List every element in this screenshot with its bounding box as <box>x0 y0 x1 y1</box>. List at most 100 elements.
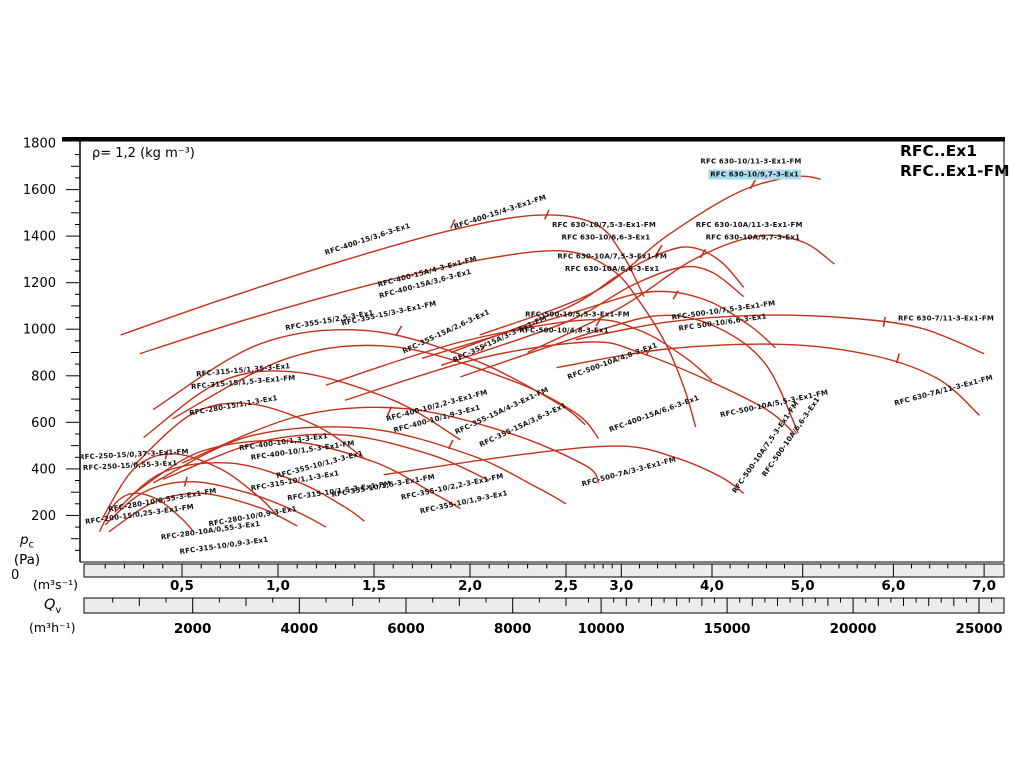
fan-curve-rfc-500-10-4-8-5-5 <box>325 318 713 386</box>
curve-label: RFC-250-15/0,55-3-Ex1 <box>83 459 178 472</box>
svg-text:4000: 4000 <box>281 621 319 637</box>
svg-text:RFC-500-10A/4,8-3-Ex1: RFC-500-10A/4,8-3-Ex1 <box>566 341 658 381</box>
svg-text:7,0: 7,0 <box>972 578 996 594</box>
curve-label: RFC 630-10A/11-3-Ex1-FM <box>696 221 803 229</box>
svg-text:1,0: 1,0 <box>266 578 290 594</box>
fan-curve-rfc-400-10-1-9-2-2 <box>181 406 600 484</box>
fan-curve-rfc-630-10-6-6-7-5 <box>450 246 745 354</box>
curve-range-tick <box>164 449 169 460</box>
fan-curve-rfc-355-10-1-9-2-2 <box>152 426 567 505</box>
fan-curve-rfc-400-15 <box>120 214 645 336</box>
svg-text:RFC 630-10/9,7-3-Ex1: RFC 630-10/9,7-3-Ex1 <box>710 171 799 179</box>
svg-text:600: 600 <box>31 416 56 431</box>
curve-range-tick <box>672 290 679 300</box>
curve-label: RFC 630-7A/11-3-Ex1-FM <box>893 374 993 408</box>
curve-range-tick <box>480 341 487 352</box>
svg-text:3,0: 3,0 <box>609 578 633 594</box>
fan-curve-rfc-400-10-1-3-1-5 <box>162 433 490 482</box>
fan-curve-rfc-630-7a <box>556 343 980 416</box>
svg-text:RFC 630-10/11-3-Ex1-FM: RFC 630-10/11-3-Ex1-FM <box>700 158 801 166</box>
svg-text:RFC 630-10A/6,6-3-Ex1: RFC 630-10A/6,6-3-Ex1 <box>565 265 659 273</box>
svg-text:RFC 630-10A/9,7-3-Ex1: RFC 630-10A/9,7-3-Ex1 <box>706 233 800 241</box>
curve-label: RFC-400-15/4-3-Ex1-FM <box>453 193 548 231</box>
svg-text:RFC-500-7A/3-3-Ex1-FM: RFC-500-7A/3-3-Ex1-FM <box>581 455 677 488</box>
curve-label: RFC-315-10/0,9-3-Ex1 <box>179 536 269 556</box>
curve-label: RFC 630-10/11-3-Ex1-FM <box>700 158 801 166</box>
curve-label: RFC-500-7A/3-3-Ex1-FM <box>581 455 677 488</box>
curve-range-tick <box>595 317 602 327</box>
fan-curve-rfc-280-10a <box>108 492 298 533</box>
curve-range-tick <box>449 219 456 229</box>
curve-range-tick <box>699 248 707 259</box>
flow-axis-symbol: Qv <box>44 597 62 616</box>
svg-text:RFC-400-15A/6,6-3-Ex1: RFC-400-15A/6,6-3-Ex1 <box>608 394 700 434</box>
svg-text:4,0: 4,0 <box>700 578 724 594</box>
curve-range-tick <box>543 209 550 220</box>
fan-curve-rfc-280-10 <box>104 480 327 528</box>
curve-range-tick <box>895 353 900 364</box>
svg-text:RFC 630-10/6,6-3-Ex1: RFC 630-10/6,6-3-Ex1 <box>561 233 650 241</box>
svg-text:5,0: 5,0 <box>791 578 815 594</box>
svg-text:RFC 630-10A/7,5-3-Ex1-FM: RFC 630-10A/7,5-3-Ex1-FM <box>557 253 667 261</box>
svg-text:2,0: 2,0 <box>458 578 482 594</box>
y-axis-unit: (Pa) <box>13 551 41 568</box>
svg-text:1200: 1200 <box>23 276 56 291</box>
curve-label: RFC 630-10/9,7-3-Ex1 <box>708 169 802 180</box>
svg-text:RFC 630-10/7,5-3-Ex1-FM: RFC 630-10/7,5-3-Ex1-FM <box>552 221 656 229</box>
svg-text:RFC 630-7A/11-3-Ex1-FM: RFC 630-7A/11-3-Ex1-FM <box>893 374 993 408</box>
curve-label: RFC-400-15A/6,6-3-Ex1 <box>608 394 700 434</box>
svg-text:8000: 8000 <box>494 621 532 637</box>
fan-curve-rfc-630-7 <box>575 314 985 355</box>
svg-text:1600: 1600 <box>23 183 56 198</box>
curve-label: RFC 630-10A/9,7-3-Ex1 <box>706 233 800 241</box>
svg-text:400: 400 <box>31 462 56 477</box>
fan-curve-rfc-200-15 <box>98 492 195 533</box>
svg-text:1,5: 1,5 <box>362 578 386 594</box>
svg-text:RFC 630-10A/11-3-Ex1-FM: RFC 630-10A/11-3-Ex1-FM <box>696 221 803 229</box>
curve-label: RFC-355-15A/3,6-3-Ex1 <box>478 401 568 448</box>
curve-range-tick <box>183 476 188 487</box>
svg-text:10000: 10000 <box>578 621 625 637</box>
curve-label: RFC-500-10/5,5-3-Ex1-FM <box>525 310 630 318</box>
curve-label: RFC 630-10A/6,6-3-Ex1 <box>565 265 659 273</box>
curve-label: RFC-500-10A/4,8-3-Ex1 <box>566 341 658 381</box>
svg-text:200: 200 <box>31 509 56 524</box>
curve-range-tick <box>749 179 756 190</box>
svg-text:2000: 2000 <box>174 621 212 637</box>
y-axis-symbol: pc <box>19 532 35 551</box>
flow-axis-unit-m3s: (m³s⁻¹) <box>33 577 79 592</box>
curve-range-tick <box>447 439 454 450</box>
legend-entry-ex1-fm: RFC..Ex1-FM <box>900 162 1010 180</box>
curve-label: RFC 630-10/6,6-3-Ex1 <box>561 233 650 241</box>
fan-curve-rfc-500-10-6-6-7-5 <box>421 290 776 359</box>
svg-text:RFC-315-10/0,9-3-Ex1: RFC-315-10/0,9-3-Ex1 <box>179 536 269 556</box>
svg-text:800: 800 <box>31 369 56 384</box>
svg-text:RFC 630-7/11-3-Ex1-FM: RFC 630-7/11-3-Ex1-FM <box>898 315 994 323</box>
svg-text:RFC-250-15/0,55-3-Ex1: RFC-250-15/0,55-3-Ex1 <box>83 459 178 472</box>
svg-text:2,5: 2,5 <box>554 578 578 594</box>
curve-range-tick <box>882 316 886 327</box>
fan-curve-rfc-630-10a-9-7-11 <box>527 234 835 354</box>
svg-text:25000: 25000 <box>956 621 1003 637</box>
curve-label: RFC-400-15/3,6-3-Ex1 <box>324 222 412 257</box>
svg-text:6,0: 6,0 <box>881 578 905 594</box>
svg-text:1800: 1800 <box>23 137 56 152</box>
svg-text:15000: 15000 <box>704 621 751 637</box>
svg-text:RFC-400-15/3,6-3-Ex1: RFC-400-15/3,6-3-Ex1 <box>324 222 412 257</box>
fan-curve-rfc-500-7a <box>383 445 745 494</box>
curve-range-tick <box>395 325 403 336</box>
svg-text:RFC-355-15A/3,6-3-Ex1: RFC-355-15A/3,6-3-Ex1 <box>478 401 568 448</box>
curve-label: RFC 630-10/7,5-3-Ex1-FM <box>552 221 656 229</box>
fan-curve-rfc-355-15a <box>172 344 600 440</box>
fan-curve-rfc-630-10a-6-6-7-5 <box>440 265 745 366</box>
fan-curve-rfc-355-15 <box>152 329 586 426</box>
svg-text:RFC-500-10/4,8-3-Ex1: RFC-500-10/4,8-3-Ex1 <box>519 327 608 335</box>
svg-text:1000: 1000 <box>23 323 56 338</box>
fan-curve-rfc-500-10a-6-6-7-5 <box>460 314 799 434</box>
curve-range-tick <box>386 406 393 417</box>
fan-curve-rfc-280-15 <box>133 402 365 466</box>
fan-curve-rfc-400-15a <box>139 249 697 428</box>
legend: RFC..Ex1 RFC..Ex1-FM <box>900 141 1010 181</box>
